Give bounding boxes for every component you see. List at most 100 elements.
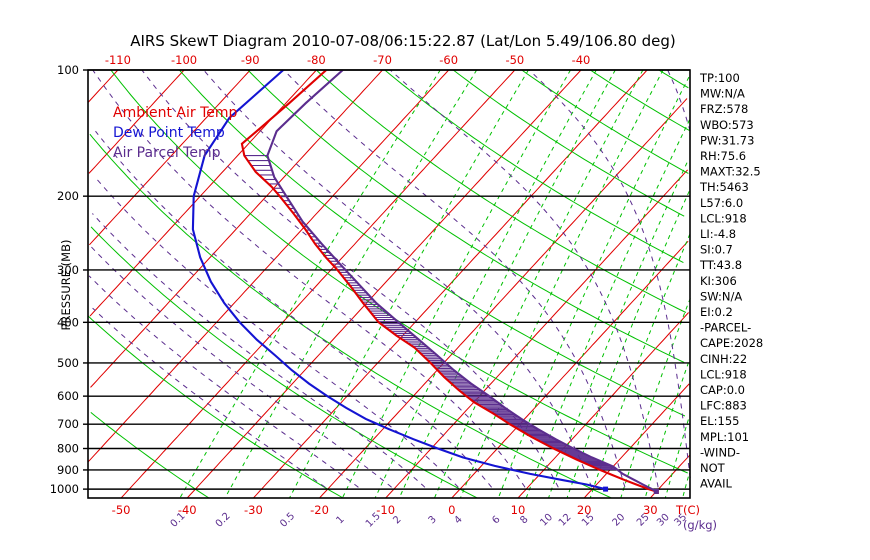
pressure-label-500: 500 [57, 356, 79, 370]
stat-rh-75-6: RH:75.6 [700, 149, 746, 163]
bottom-temp-label-20: 20 [577, 503, 592, 517]
moist-adiabat-25 [283, 69, 626, 488]
bottom-temp-label--50: -50 [112, 503, 131, 517]
bottom-temp-label-0: 0 [448, 503, 455, 517]
pressure-label-100: 100 [57, 63, 79, 77]
stat-wbo-573: WBO:573 [700, 118, 754, 132]
legend-dew-point-temp: Dew Point Temp [113, 125, 225, 141]
endpoint-marker [653, 488, 659, 494]
dry-adiabat-140 [452, 69, 685, 217]
bottom-temp-label--20: -20 [310, 503, 329, 517]
plot-border [87, 69, 691, 499]
x-axis-temp-label: T(C) [675, 503, 700, 517]
stat-mw-n-a: MW:N/A [700, 87, 745, 101]
bottom-temperature-labels: -50 -40 -30 -20 -10 0 10 20 30 [112, 503, 658, 517]
bottom-temp-label-30: 30 [643, 503, 658, 517]
curve-dew-point-temp [191, 69, 606, 491]
mixing-ratio-3 [434, 69, 644, 499]
stat-cape-2028: CAPE:2028 [700, 336, 763, 350]
top-temp-label--110: -110 [105, 53, 131, 67]
isotherm--20 [319, 98, 688, 499]
moist-adiabat-40 [667, 69, 691, 132]
bottom-temp-label--30: -30 [244, 503, 263, 517]
mixing-ratio-30 [664, 419, 689, 499]
legend-air-parcel-temp: Air Parcel Temp [113, 145, 221, 161]
stat-lcl-918: LCL:918 [700, 367, 747, 381]
isotherm-lines [87, 69, 691, 499]
x-axis-mixing-label: (g/kg) [683, 518, 717, 532]
bottom-temp-label--10: -10 [376, 503, 395, 517]
dry-adiabat-100 [315, 69, 687, 313]
pressure-label-1000: 1000 [50, 482, 79, 496]
pressure-label-600: 600 [57, 389, 79, 403]
moist-adiabat-35 [528, 69, 691, 478]
moist-adiabat-30 [389, 69, 659, 488]
mixing-ratio-0.5 [289, 69, 529, 499]
stat-maxt-32-5: MAXT:32.5 [700, 165, 761, 179]
stat-th-5463: TH:5463 [699, 180, 749, 194]
pressure-label-700: 700 [57, 417, 79, 431]
moist-adiabat-lines [88, 69, 691, 488]
pressure-label-400: 400 [57, 315, 79, 329]
dry-adiabat-40 [110, 69, 688, 474]
stat-tp-100: TP:100 [699, 71, 740, 85]
dry-adiabat--40 [90, 412, 210, 499]
mixing-ratio-lines [179, 69, 691, 499]
plot-frame [87, 69, 691, 499]
dry-adiabat-200 [658, 69, 689, 89]
stat-not: NOT [700, 461, 726, 475]
pressure-label-900: 900 [57, 463, 79, 477]
moist-adiabat-15 [141, 69, 559, 488]
stat-l57-6-0: L57:6.0 [700, 196, 743, 210]
top-temperature-labels: -110 -100 -90 -80 -70 -60 -50 -40 [105, 53, 591, 67]
isotherm--30 [253, 69, 648, 499]
isotherm--100 [88, 69, 185, 174]
stat-mpl-101: MPL:101 [700, 430, 749, 444]
stat-sw-n-a: SW:N/A [700, 289, 742, 303]
moist-adiabat--20 [92, 307, 326, 488]
isotherm--110 [88, 69, 119, 103]
top-temp-label--50: -50 [505, 53, 524, 67]
isotherm--60 [87, 69, 450, 463]
stat-ki-306: KI:306 [700, 274, 737, 288]
isotherm--90 [89, 69, 251, 246]
mixing-ratio-1 [341, 69, 571, 499]
pressure-tick-labels: 100 200 300 400 500 600 700 800 900 1000 [50, 63, 79, 496]
stat--parcel-: -PARCEL- [700, 321, 751, 335]
dry-adiabat-60 [179, 69, 686, 417]
moist-adiabat-0 [94, 176, 459, 488]
stat-li-4-8: LI:-4.8 [700, 227, 736, 241]
mixing-ratio-4 [459, 69, 664, 499]
dry-adiabat-160 [521, 69, 689, 174]
sounding-curves [191, 69, 659, 494]
curve-air-parcel-temp [266, 69, 657, 493]
moist-adiabat--10 [88, 243, 392, 488]
cape-shading [244, 155, 618, 471]
isotherm--40 [186, 69, 582, 499]
stat-si-0-7: SI:0.7 [700, 243, 733, 257]
dry-adiabat-20 [89, 133, 612, 499]
stat-frz-578: FRZ:578 [700, 102, 748, 116]
pressure-label-800: 800 [57, 442, 79, 456]
stat-lcl-918: LCL:918 [700, 211, 747, 225]
bottom-temp-label--40: -40 [178, 503, 197, 517]
dry-adiabat-180 [590, 69, 690, 132]
top-temp-label--100: -100 [171, 53, 197, 67]
moist-adiabat--15 [88, 275, 359, 488]
mixing-ratio-0.2 [224, 69, 478, 499]
legend-ambient-air-temp: Ambient Air Temp [113, 105, 238, 121]
stat-ei-0-2: EI:0.2 [700, 305, 733, 319]
top-temp-label--90: -90 [241, 53, 260, 67]
endpoint-marker [603, 486, 609, 492]
dry-adiabat-120 [384, 69, 684, 264]
stat-avail: AVAIL [700, 477, 733, 491]
isotherm--70 [90, 69, 383, 388]
top-temp-label--40: -40 [572, 53, 591, 67]
moist-adiabat--5 [92, 213, 426, 488]
stat-cap-0-0: CAP:0.0 [700, 383, 745, 397]
top-temp-label--60: -60 [439, 53, 458, 67]
page-title: AIRS SkewT Diagram 2010-07-08/06:15:22.8… [130, 32, 676, 50]
